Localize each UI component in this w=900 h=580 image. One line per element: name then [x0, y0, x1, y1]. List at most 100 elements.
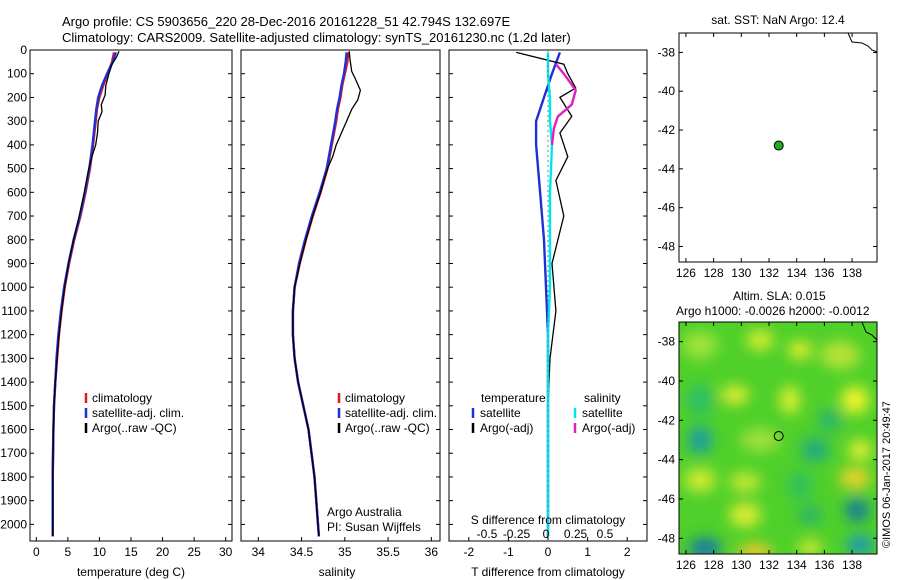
pi-label: PI: Susan Wijffels — [327, 520, 421, 534]
series-argo-raw-qc — [292, 51, 362, 537]
salinity-axes — [240, 49, 441, 542]
sst-map-title: sat. SST: NaN Argo: 12.4 — [711, 13, 845, 27]
map-y-tick-label: -40 — [658, 374, 676, 388]
map-y-tick-label: -40 — [658, 84, 676, 98]
salinity-y-ticks — [241, 49, 440, 525]
legend-label-s-satellite: satellite — [582, 406, 623, 420]
depth-tick-label: 1800 — [0, 470, 27, 484]
depth-tick-label: 1900 — [0, 494, 27, 508]
temperature-lines — [51, 50, 120, 537]
x-tick-label: -1 — [503, 545, 514, 559]
argo-position-marker — [773, 431, 784, 442]
difference-legend: temperature salinitysatelliteArgo(-adj)sa… — [471, 391, 635, 435]
sla-heatmap-blobs — [682, 330, 874, 554]
temperature-x-axis: 0 5 10 15 20 25 30 — [33, 537, 233, 559]
depth-tick-label: 900 — [7, 256, 27, 270]
x-tick-label: 0 — [33, 545, 40, 559]
legend-header-salinity: salinity — [584, 391, 621, 405]
x-tick-label: 5 — [65, 545, 72, 559]
sla-heatmap — [679, 322, 877, 554]
x-tick-label: 34.5 — [290, 545, 314, 559]
sla-map-title2: Argo h1000: -0.0026 h2000: -0.0012 — [676, 304, 870, 318]
map-y-tick-label: -38 — [658, 45, 676, 59]
map-y-tick-label: -46 — [658, 201, 676, 215]
top-tick-label: -0.25 — [503, 527, 531, 541]
x-tick-label: 25 — [187, 545, 201, 559]
x-tick-label: 15 — [124, 545, 138, 559]
depth-tick-label: 700 — [7, 209, 27, 223]
series-argo-raw-qc — [52, 50, 120, 537]
header-line2: Climatology: CARS2009. Satellite-adjuste… — [62, 30, 571, 45]
depth-tick-label: 0 — [20, 43, 27, 57]
depth-tick-label: 600 — [7, 185, 27, 199]
depth-tick-label: 100 — [7, 67, 27, 81]
depth-tick-label: 1600 — [0, 423, 27, 437]
difference-x-axis: -2 -1 0 1 2 — [463, 537, 631, 559]
watermark: ©IMOS 06-Jan-2017 20:49:47 — [881, 401, 893, 548]
sla-coastline — [861, 322, 877, 341]
legend-label-satellite-adj-clim: satellite-adj. clim. — [92, 406, 184, 420]
depth-tick-label: 1500 — [0, 399, 27, 413]
x-tick-label: 30 — [219, 545, 233, 559]
sla-map-points — [773, 431, 784, 442]
map-x-tick-label: 130 — [731, 558, 751, 572]
sst-map-ticks: 126 128 130 132 134 136 138 -38 -40 -42 -44 -46 -48 — [658, 33, 877, 280]
map-y-tick-label: -44 — [658, 453, 676, 467]
depth-tick-label: 1400 — [0, 375, 27, 389]
x-tick-label: 35.5 — [376, 545, 400, 559]
temperature-xlabel: temperature (deg C) — [77, 565, 185, 579]
map-y-tick-label: -42 — [658, 413, 676, 427]
map-x-tick-label: 134 — [787, 558, 807, 572]
sla-map-ticks: 126 128 130 132 134 136 138 -38 -40 -42 -44 -46 -48 — [658, 322, 877, 572]
legend-label-s-argo-adj: Argo(-adj) — [582, 421, 635, 435]
salinity-panel: 34 34.5 35 35.5 36 climatologysatellite-adj.… — [240, 49, 441, 579]
difference-y-ticks — [449, 49, 647, 525]
x-tick-label: 10 — [93, 545, 107, 559]
legend-label-climatology: climatology — [92, 391, 152, 405]
sst-map-points — [773, 140, 784, 151]
map-y-tick-label: -48 — [658, 239, 676, 253]
map-x-tick-label: 138 — [842, 266, 862, 280]
sla-map-panel: Altim. SLA: 0.015 Argo h1000: -0.0026 h2… — [658, 289, 878, 572]
x-tick-label: 2 — [624, 545, 631, 559]
map-x-tick-label: 130 — [731, 266, 751, 280]
legend-label-argo-raw-qc: Argo(..raw -QC) — [345, 421, 430, 435]
map-x-tick-label: 128 — [704, 266, 724, 280]
top-tick-label: -0.5 — [477, 527, 498, 541]
map-y-tick-label: -46 — [658, 492, 676, 506]
map-x-tick-label: 134 — [787, 266, 807, 280]
map-x-tick-label: 136 — [814, 558, 834, 572]
salinity-difference-ticks: -0.5 -0.25 0 0.25 0.5 — [477, 527, 614, 541]
map-y-tick-label: -48 — [658, 531, 676, 545]
series-argo-adj — [550, 63, 578, 146]
x-tick-label: -2 — [463, 545, 474, 559]
x-tick-label: 35 — [338, 545, 352, 559]
salinity-lines — [291, 51, 362, 537]
depth-tick-label: 800 — [7, 233, 27, 247]
top-tick-label: 0.5 — [597, 527, 614, 541]
depth-tick-label: 500 — [7, 162, 27, 176]
map-x-tick-label: 126 — [676, 266, 696, 280]
header-line1: Argo profile: CS 5903656_220 28-Dec-2016… — [62, 14, 510, 29]
x-tick-label: 0 — [545, 545, 552, 559]
salinity-x-axis: 34 34.5 35 35.5 36 — [252, 537, 438, 559]
depth-tick-label: 300 — [7, 114, 27, 128]
difference-panel: -2 -1 0 1 2 temperature salinitysatelliteArgo… — [448, 49, 648, 579]
depth-tick-label: 1000 — [0, 280, 27, 294]
salinity-xlabel: salinity — [319, 565, 356, 579]
top-tick-label: 0.25 — [564, 527, 588, 541]
legend-label-satellite-adj-clim: satellite-adj. clim. — [345, 406, 437, 420]
difference-xlabel: T difference from climatology — [471, 565, 625, 579]
map-x-tick-label: 126 — [676, 558, 696, 572]
x-tick-label: 20 — [156, 545, 170, 559]
sst-map-panel: sat. SST: NaN Argo: 12.4 126 128 130 132 134… — [658, 13, 878, 280]
depth-axis: 0 100 200 300 400 500 600 700 800 900 1000 1100 1200… — [0, 43, 232, 531]
map-x-tick-label: 138 — [842, 558, 862, 572]
legend-label-t-argo-adj: Argo(-adj) — [480, 421, 533, 435]
difference-xlabel-top: S difference from climatology — [471, 513, 626, 527]
depth-tick-label: 1200 — [0, 328, 27, 342]
depth-tick-label: 2000 — [0, 517, 27, 531]
